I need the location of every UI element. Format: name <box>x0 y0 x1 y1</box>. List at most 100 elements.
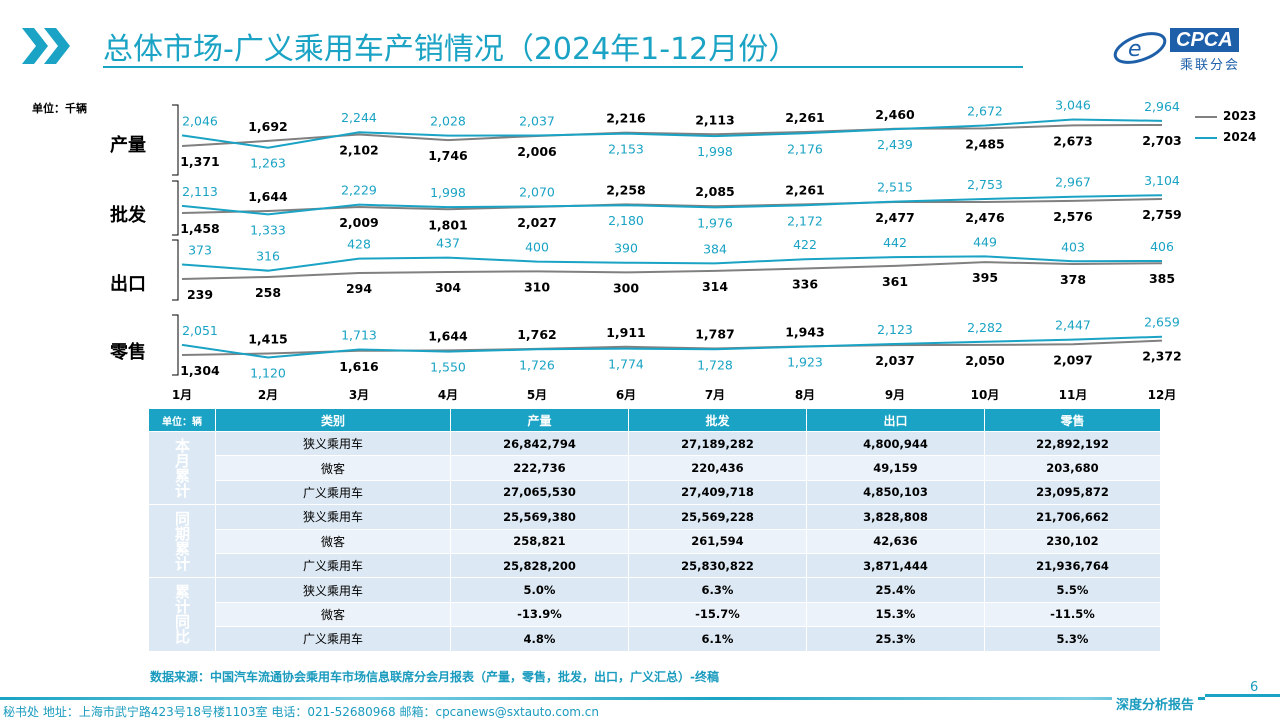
data-label-2024: 1,728 <box>697 357 733 372</box>
x-tick-label: 6月 <box>616 388 636 402</box>
data-label-2023: 361 <box>882 274 908 289</box>
data-label-2023: 1,415 <box>248 332 288 347</box>
x-tick-label: 5月 <box>527 388 547 402</box>
data-label-2024: 2,439 <box>877 137 913 152</box>
table-row: 微客 258,821 261,594 42,636 230,102 <box>149 528 1161 554</box>
table-row: 微客 222,736 220,436 49,159 203,680 <box>149 455 1161 481</box>
value-cell: 3,828,808 <box>806 504 985 530</box>
data-label-2024: 1,976 <box>697 215 733 230</box>
value-cell: 27,065,530 <box>450 479 629 506</box>
data-label-2024: 2,172 <box>787 213 823 228</box>
data-label-2024: 2,046 <box>182 113 218 128</box>
summary-table: 单位：辆 类别 产量 批发 出口 零售 本月累计 狭义乘用车 26,842,794 2… <box>148 408 1161 652</box>
x-tick-label: 4月 <box>438 388 458 402</box>
data-label-2024: 1,333 <box>250 222 286 237</box>
data-label-2023: 385 <box>1149 271 1175 286</box>
data-label-2023: 378 <box>1060 272 1086 287</box>
category-cell: 微客 <box>215 455 451 481</box>
data-label-2023: 300 <box>613 280 639 295</box>
data-label-2024: 2,037 <box>519 113 555 128</box>
value-cell: 15.3% <box>806 601 985 628</box>
value-cell: 42,636 <box>806 528 985 554</box>
data-label-2024: 2,515 <box>877 180 913 195</box>
x-tick-label: 12月 <box>1148 388 1177 402</box>
panel-bracket <box>172 180 179 236</box>
series-line-2023 <box>181 261 1163 280</box>
data-label-2024: 2,176 <box>787 141 823 156</box>
data-label-2023: 314 <box>702 279 728 294</box>
data-label-2023: 1,644 <box>428 328 468 343</box>
data-label-2024: 406 <box>1150 239 1174 254</box>
table-row: 广义乘用车 25,828,200 25,830,822 3,871,444 21,936… <box>149 552 1161 579</box>
value-cell: 27,409,718 <box>628 479 807 506</box>
value-cell: 23,095,872 <box>984 479 1161 506</box>
panel-bracket <box>172 314 179 376</box>
data-label-2024: 400 <box>525 240 549 255</box>
data-label-2023: 2,372 <box>1142 349 1182 364</box>
data-label-2023: 1,801 <box>428 217 468 232</box>
data-label-2023: 2,476 <box>965 210 1005 225</box>
group-label: 本月累计 <box>148 430 216 506</box>
value-cell: 25.3% <box>806 626 985 652</box>
data-label-2023: 1,458 <box>180 221 220 236</box>
data-label-2024: 1,120 <box>250 365 286 380</box>
data-label-2024: 2,123 <box>877 322 913 337</box>
table-unit: 单位：辆 <box>148 408 216 432</box>
category-cell: 广义乘用车 <box>215 552 451 579</box>
footer-divider <box>0 697 1205 700</box>
data-label-2024: 2,753 <box>967 177 1003 192</box>
data-label-2023: 2,485 <box>965 136 1005 151</box>
report-label: 深度分析报告 <box>1112 694 1199 713</box>
panel-label: 产量 <box>110 134 146 156</box>
legend-swatch-2023 <box>1195 115 1217 118</box>
data-label-2024: 384 <box>703 241 727 256</box>
category-cell: 狭义乘用车 <box>215 504 451 530</box>
data-label-2023: 336 <box>792 277 818 292</box>
value-cell: 25,828,200 <box>450 552 629 579</box>
data-label-2023: 2,102 <box>339 142 379 157</box>
logo-swirl-icon: e <box>1113 32 1167 64</box>
series-line-2024 <box>181 118 1163 149</box>
data-label-2023: 1,762 <box>517 327 557 342</box>
data-label-2024: 2,282 <box>967 320 1003 335</box>
page-title: 总体市场-广义乘用车产销情况（2024年1-12月份） <box>103 32 799 67</box>
data-label-2023: 2,113 <box>695 112 735 127</box>
category-cell: 狭义乘用车 <box>215 430 451 457</box>
data-label-2024: 316 <box>256 249 280 264</box>
value-cell: 3,871,444 <box>806 552 985 579</box>
data-label-2023: 2,576 <box>1053 209 1093 224</box>
svg-text:e: e <box>1128 37 1142 62</box>
data-label-2024: 428 <box>347 237 371 252</box>
panel-label: 出口 <box>110 273 146 295</box>
value-cell: 6.1% <box>628 626 807 652</box>
value-cell: 203,680 <box>984 455 1161 481</box>
x-tick-label: 11月 <box>1059 388 1088 402</box>
panel-bracket <box>172 104 179 176</box>
data-label-2024: 1,774 <box>608 357 644 372</box>
data-label-2023: 2,006 <box>517 144 557 159</box>
value-cell: 21,936,764 <box>984 552 1161 579</box>
legend-2023: 2023 <box>1195 109 1256 123</box>
value-cell: 230,102 <box>984 528 1161 554</box>
chart-unit: 单位：千辆 <box>32 102 87 115</box>
data-label-2024: 422 <box>793 237 817 252</box>
x-tick-label: 7月 <box>705 388 725 402</box>
x-tick-label: 9月 <box>885 388 905 402</box>
data-label-2023: 1,911 <box>606 325 646 340</box>
data-label-2023: 304 <box>435 280 461 295</box>
data-label-2024: 442 <box>883 235 907 250</box>
data-label-2023: 2,009 <box>339 215 379 230</box>
panel-label: 零售 <box>109 341 146 363</box>
data-label-2023: 1,644 <box>248 189 288 204</box>
page-number: 6 <box>1250 680 1259 695</box>
cpca-logo: e CPCA 乘联分会 <box>1110 26 1260 73</box>
data-label-2024: 2,447 <box>1055 318 1091 333</box>
data-label-2024: 3,104 <box>1144 173 1180 188</box>
value-cell: 25,830,822 <box>628 552 807 579</box>
category-cell: 微客 <box>215 528 451 554</box>
data-label-2024: 2,070 <box>519 184 555 199</box>
value-cell: 49,159 <box>806 455 985 481</box>
category-cell: 狭义乘用车 <box>215 577 451 603</box>
value-cell: -15.7% <box>628 601 807 628</box>
data-label-2023: 258 <box>255 285 281 300</box>
